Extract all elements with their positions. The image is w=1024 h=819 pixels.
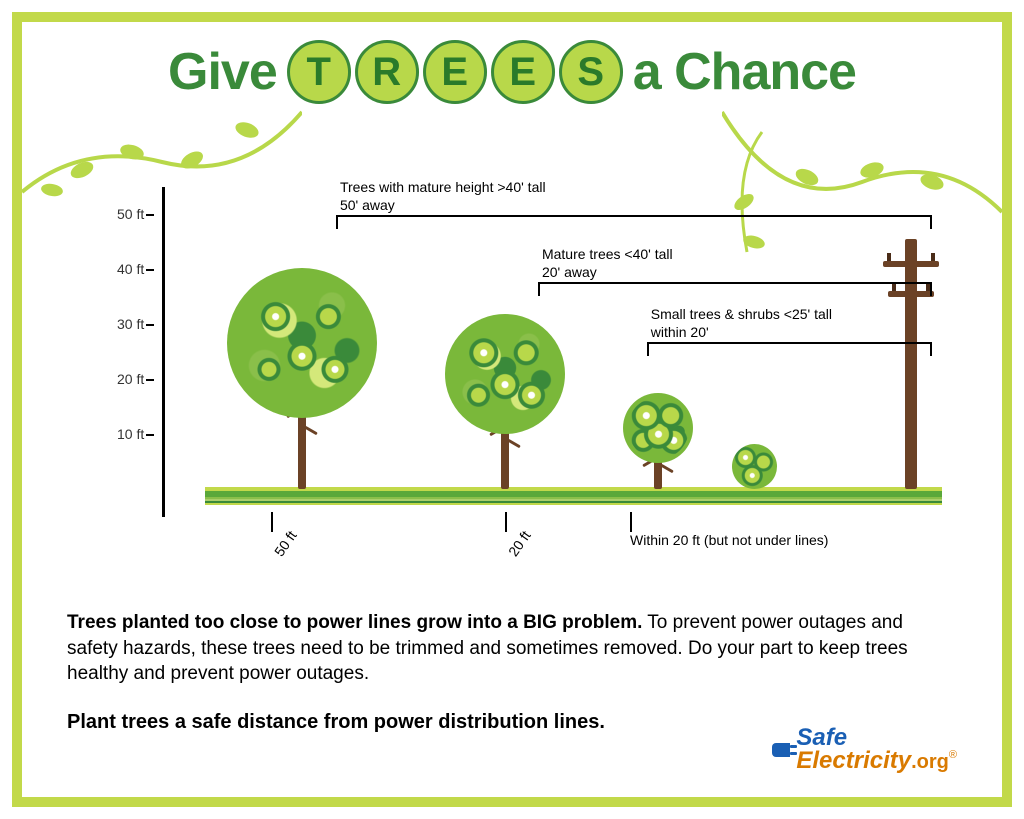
title-post: a Chance — [633, 42, 856, 102]
x-axis-label: Within 20 ft (but not under lines) — [630, 532, 828, 548]
y-axis-tick: 10 ft — [117, 426, 144, 442]
x-axis-labels: 50 ft20 ftWithin 20 ft (but not under li… — [162, 532, 942, 592]
circle-letter: T — [287, 40, 351, 104]
dimension-label: Trees with mature height >40' tall50' aw… — [340, 179, 546, 214]
shrub-icon — [732, 444, 777, 489]
logo-registered: ® — [949, 749, 957, 761]
circle-letter: R — [355, 40, 419, 104]
body-copy: Trees planted too close to power lines g… — [67, 610, 957, 736]
circle-letter: E — [491, 40, 555, 104]
circle-letter: S — [559, 40, 623, 104]
tree-height-chart: 10 ft20 ft30 ft40 ft50 ftTrees with matu… — [122, 177, 942, 527]
x-axis-label: 20 ft — [505, 528, 534, 559]
body-paragraph: Trees planted too close to power lines g… — [67, 610, 957, 687]
power-pole-icon — [886, 239, 936, 489]
y-axis-tick: 40 ft — [117, 261, 144, 277]
circle-letter: E — [423, 40, 487, 104]
chart-plot-area: 10 ft20 ft30 ft40 ft50 ftTrees with matu… — [162, 187, 942, 517]
dimension-bracket: Mature trees <40' tall20' away — [538, 282, 932, 284]
ground-line — [205, 487, 942, 507]
x-axis-label: 50 ft — [271, 528, 300, 559]
body-lead-bold: Trees planted too close to power lines g… — [67, 612, 642, 633]
logo-line2: Electricity — [796, 747, 911, 774]
dimension-label: Small trees & shrubs <25' tallwithin 20' — [651, 306, 832, 341]
dimension-bracket: Trees with mature height >40' tall50' aw… — [336, 215, 932, 217]
plug-icon — [772, 743, 790, 757]
title-pre: Give — [168, 42, 277, 102]
dimension-label: Mature trees <40' tall20' away — [542, 246, 673, 281]
title: Give T R E E S a Chance — [168, 40, 856, 104]
y-axis-tick: 30 ft — [117, 316, 144, 332]
logo-text: Safe Electricity.org® — [796, 727, 957, 773]
title-circle-letters: T R E E S — [287, 40, 623, 104]
dimension-bracket: Small trees & shrubs <25' tallwithin 20' — [647, 342, 932, 344]
safe-electricity-logo: Safe Electricity.org® — [772, 727, 957, 773]
y-axis-tick: 50 ft — [117, 206, 144, 222]
logo-suffix: .org — [911, 751, 949, 773]
y-axis-tick: 20 ft — [117, 371, 144, 387]
infographic-frame: Give T R E E S a Chance — [12, 12, 1012, 807]
